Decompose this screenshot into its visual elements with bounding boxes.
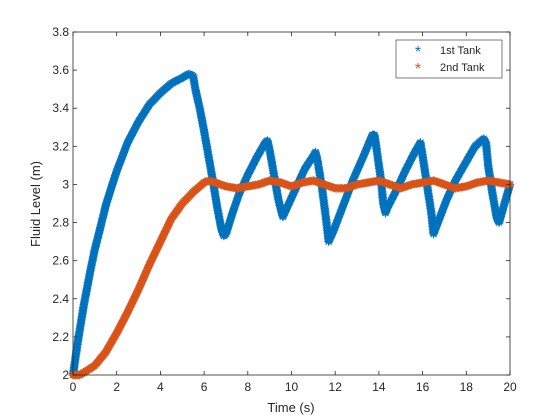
x-tick-label: 18 — [460, 380, 474, 394]
y-tick-label: 3.6 — [52, 63, 69, 77]
legend-box — [395, 39, 503, 79]
series-2nd-tank — [68, 176, 515, 380]
x-tick-label: 8 — [244, 380, 251, 394]
y-axis-label: Fluid Level (m) — [28, 161, 43, 247]
y-tick-label: 2.6 — [52, 254, 69, 268]
x-tick-label: 6 — [201, 380, 208, 394]
series-1st-tank — [68, 69, 515, 380]
x-tick-label: 14 — [372, 380, 386, 394]
y-tick-label: 3.2 — [52, 139, 69, 153]
y-tick-label: 2.4 — [52, 292, 69, 306]
x-axis-label: Time (s) — [267, 400, 314, 415]
x-tick-label: 12 — [329, 380, 343, 394]
legend-label-2nd-tank: 2nd Tank — [440, 62, 485, 74]
y-axis: 2 2.2 2.4 2.6 2.8 3 3.2 3.4 3.6 3.8 — [52, 25, 510, 382]
x-tick-label: 16 — [416, 380, 430, 394]
y-tick-label: 2 — [62, 368, 69, 382]
x-tick-label: 4 — [157, 380, 164, 394]
x-axis: 0 2 4 6 8 10 12 14 16 18 20 — [70, 32, 517, 394]
x-tick-label: 10 — [285, 380, 299, 394]
series-layer — [68, 69, 515, 380]
y-tick-label: 3.8 — [52, 25, 69, 39]
legend: * 1st Tank * 2nd Tank — [395, 39, 503, 79]
data-point — [118, 151, 127, 160]
legend-marker-1st-tank: * — [415, 44, 421, 61]
x-tick-label: 2 — [113, 380, 120, 394]
x-tick-label: 0 — [70, 380, 77, 394]
legend-label-1st-tank: 1st Tank — [440, 45, 481, 57]
legend-marker-2nd-tank: * — [415, 61, 421, 78]
y-tick-label: 3 — [62, 177, 69, 191]
x-tick-label: 20 — [503, 380, 517, 394]
y-tick-label: 3.4 — [52, 101, 69, 115]
y-tick-label: 2.8 — [52, 216, 69, 230]
y-tick-label: 2.2 — [52, 330, 69, 344]
